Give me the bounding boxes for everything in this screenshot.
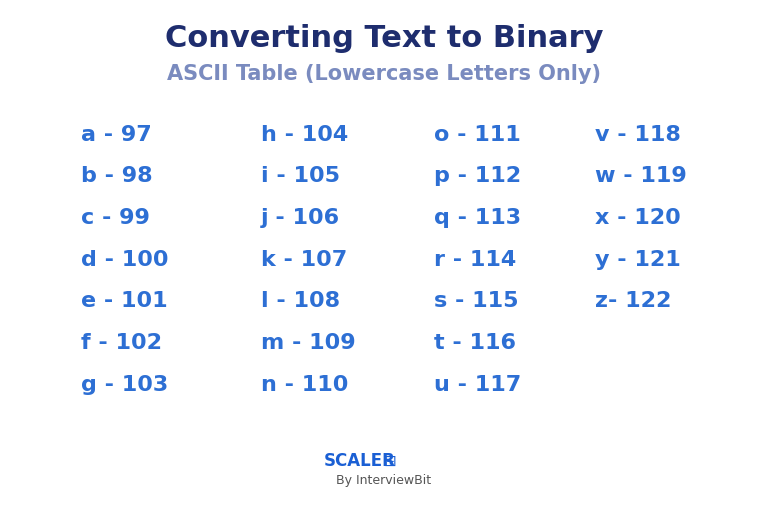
Text: q - 113: q - 113: [434, 208, 521, 228]
Text: k - 107: k - 107: [261, 249, 347, 270]
Text: c - 99: c - 99: [81, 208, 150, 228]
Text: m - 109: m - 109: [261, 333, 356, 353]
Text: n - 110: n - 110: [261, 374, 349, 395]
Text: l - 108: l - 108: [261, 291, 340, 311]
Text: o - 111: o - 111: [434, 124, 521, 145]
Text: z- 122: z- 122: [595, 291, 671, 311]
Text: d - 100: d - 100: [81, 249, 168, 270]
Text: i - 105: i - 105: [261, 166, 340, 186]
Text: r - 114: r - 114: [434, 249, 516, 270]
Text: a - 97: a - 97: [81, 124, 151, 145]
Text: By InterviewBit: By InterviewBit: [336, 473, 432, 487]
Text: t - 116: t - 116: [434, 333, 516, 353]
Text: x - 120: x - 120: [595, 208, 681, 228]
Text: s - 115: s - 115: [434, 291, 518, 311]
Text: j - 106: j - 106: [261, 208, 340, 228]
Text: ASCII Table (Lowercase Letters Only): ASCII Table (Lowercase Letters Only): [167, 64, 601, 84]
Text: ⊞: ⊞: [384, 454, 396, 469]
Text: y - 121: y - 121: [595, 249, 681, 270]
Text: f - 102: f - 102: [81, 333, 161, 353]
Text: g - 103: g - 103: [81, 374, 168, 395]
Text: SCALER: SCALER: [323, 452, 396, 470]
Text: w - 119: w - 119: [595, 166, 687, 186]
Text: v - 118: v - 118: [595, 124, 681, 145]
Text: h - 104: h - 104: [261, 124, 349, 145]
Text: p - 112: p - 112: [434, 166, 521, 186]
Text: Converting Text to Binary: Converting Text to Binary: [165, 23, 603, 53]
Text: e - 101: e - 101: [81, 291, 167, 311]
Text: b - 98: b - 98: [81, 166, 152, 186]
Text: u - 117: u - 117: [434, 374, 521, 395]
